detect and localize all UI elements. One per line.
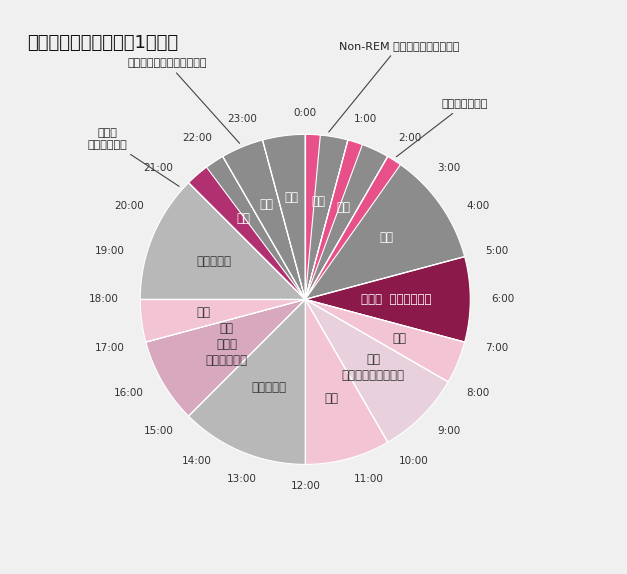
Text: てんかん症候群患者の1日の例: てんかん症候群患者の1日の例 <box>28 34 179 52</box>
Polygon shape <box>305 140 387 300</box>
Text: 活動
覚醒時てんかん発作: 活動 覚醒時てんかん発作 <box>342 352 404 382</box>
Text: 2:00: 2:00 <box>399 133 422 143</box>
Text: 10:00: 10:00 <box>399 456 428 466</box>
Text: 中途覚醒・不眠: 中途覚醒・不眠 <box>396 99 488 157</box>
Text: 睡眠: 睡眠 <box>311 195 325 208</box>
Text: 23:00: 23:00 <box>227 114 257 125</box>
Polygon shape <box>305 157 401 300</box>
Text: 20:00: 20:00 <box>114 201 144 211</box>
Text: 3:00: 3:00 <box>437 162 460 173</box>
Polygon shape <box>189 167 305 300</box>
Text: 睡眠: 睡眠 <box>259 199 273 211</box>
Text: 13:00: 13:00 <box>227 475 257 484</box>
Text: 睡眠: 睡眠 <box>236 212 250 224</box>
Text: 1:00: 1:00 <box>354 114 377 125</box>
Text: 過度の眠気: 過度の眠気 <box>196 255 231 268</box>
Text: 17:00: 17:00 <box>95 343 125 352</box>
Text: 16:00: 16:00 <box>114 387 144 398</box>
Text: 睡眠: 睡眠 <box>336 201 350 215</box>
Polygon shape <box>146 300 305 416</box>
Text: 19:00: 19:00 <box>95 246 125 256</box>
Text: 9:00: 9:00 <box>437 426 460 436</box>
Text: 15:00: 15:00 <box>144 426 174 436</box>
Polygon shape <box>305 157 465 300</box>
Text: 14:00: 14:00 <box>182 456 212 466</box>
Polygon shape <box>305 300 387 464</box>
Text: 閉塞性睡眠時無呼吸症候群: 閉塞性睡眠時無呼吸症候群 <box>128 58 240 144</box>
Polygon shape <box>305 257 470 342</box>
Polygon shape <box>140 183 305 300</box>
Text: 睡眠: 睡眠 <box>379 231 393 243</box>
Text: 0:00: 0:00 <box>293 108 317 118</box>
Text: 朝食: 朝食 <box>393 332 407 345</box>
Polygon shape <box>305 140 362 300</box>
Polygon shape <box>305 134 348 300</box>
Polygon shape <box>305 300 465 382</box>
Text: 睡眠: 睡眠 <box>285 192 299 204</box>
Text: 6:00: 6:00 <box>492 294 515 304</box>
Text: Non-REM 睡眠期のてんかん発作: Non-REM 睡眠期のてんかん発作 <box>329 41 459 132</box>
Polygon shape <box>305 134 320 300</box>
Text: 8:00: 8:00 <box>466 387 490 398</box>
Polygon shape <box>223 140 305 300</box>
Text: 22:00: 22:00 <box>182 133 212 143</box>
Text: 21:00: 21:00 <box>144 162 174 173</box>
Text: 4:00: 4:00 <box>466 201 490 211</box>
Text: 昼食: 昼食 <box>325 391 339 405</box>
Text: 5:00: 5:00 <box>485 246 508 256</box>
Text: 7:00: 7:00 <box>485 343 508 352</box>
Polygon shape <box>140 300 305 342</box>
Text: 過度の眠気: 過度の眠気 <box>251 381 286 394</box>
Text: 活動
覚醒時
てんかん発作: 活動 覚醒時 てんかん発作 <box>206 322 248 367</box>
Text: 入眠時
てんかん発作: 入眠時 てんかん発作 <box>88 129 179 187</box>
Text: 11:00: 11:00 <box>354 475 383 484</box>
Polygon shape <box>189 300 305 464</box>
Polygon shape <box>305 300 448 443</box>
Text: 18:00: 18:00 <box>89 294 119 304</box>
Text: 夕食: 夕食 <box>197 306 211 319</box>
Polygon shape <box>263 134 305 300</box>
Text: 起床時  てんかん発作: 起床時 てんかん発作 <box>361 293 431 306</box>
Text: 12:00: 12:00 <box>290 481 320 491</box>
Polygon shape <box>189 157 305 300</box>
